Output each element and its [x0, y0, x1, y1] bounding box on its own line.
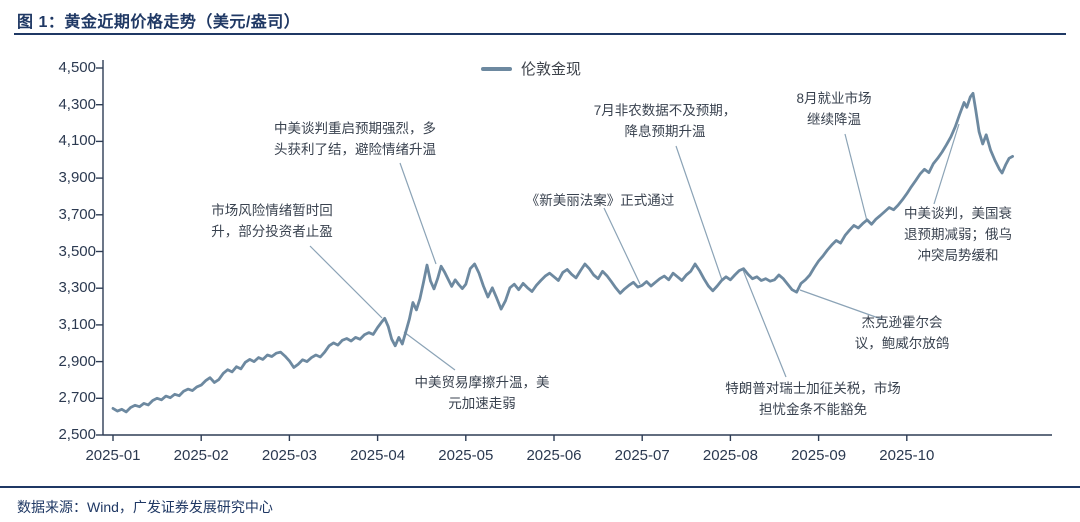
y-axis-label: 4,300 — [58, 95, 96, 113]
annotation-leader-line — [675, 145, 723, 281]
annotation: 《新美丽法案》正式通过 — [520, 190, 680, 211]
annotation: 市场风险情绪暂时回 升，部分投资者止盈 — [207, 200, 337, 242]
annotation-leader-line — [603, 207, 641, 285]
y-axis-label: 3,100 — [58, 315, 96, 333]
x-axis-label: 2025-05 — [438, 447, 494, 464]
x-axis-label: 2025-01 — [85, 447, 141, 464]
annotation-line: 特朗普对瑞士加征关税，市场 — [725, 381, 901, 396]
figure-title: 图 1：黄金近期价格走势（美元/盎司） — [17, 14, 301, 31]
x-axis-label: 2025-08 — [702, 447, 758, 464]
price-line — [111, 91, 1014, 414]
x-axis-label: 2025-10 — [879, 447, 935, 464]
annotation: 中美谈判，美国衰 退预期减弱；俄乌 冲突局势缓和 — [900, 203, 1016, 266]
x-axis-label: 2025-06 — [526, 447, 582, 464]
annotation-line: 冲突局势缓和 — [917, 248, 999, 263]
annotation-line: 降息预期升温 — [624, 124, 706, 139]
y-axis-label: 2,700 — [58, 389, 96, 407]
annotation: 中美贸易摩擦升温，美 元加速走弱 — [412, 372, 552, 414]
annotation: 杰克逊霍尔会 议，鲍威尔放鸽 — [852, 312, 952, 354]
y-axis-label: 4,500 — [58, 59, 96, 76]
annotation: 中美谈判重启预期强烈，多 头获利了结，避险情绪升温 — [270, 118, 440, 160]
y-axis-label: 3,300 — [58, 279, 96, 297]
annotation-line: 议，鲍威尔放鸽 — [854, 336, 950, 351]
annotation-leader-line — [742, 269, 787, 378]
annotation-leader-line — [844, 133, 868, 222]
annotation-line: 继续降温 — [807, 112, 861, 127]
annotation-leader-line — [799, 289, 885, 321]
annotation-line: 中美谈判，美国衰 — [904, 206, 1012, 221]
annotation-leader-line — [309, 245, 383, 319]
annotation: 特朗普对瑞士加征关税，市场 担忧金条不能豁免 — [722, 378, 904, 420]
footer-divider — [0, 486, 1080, 488]
annotation-leader-line — [933, 123, 960, 205]
annotation-line: 市场风险情绪暂时回 — [211, 203, 333, 218]
y-axis-label: 3,500 — [58, 242, 96, 260]
annotation-line: 元加速走弱 — [448, 396, 516, 411]
annotation-line: 升，部分投资者止盈 — [211, 224, 333, 239]
annotation-line: 7月非农数据不及预期， — [593, 103, 737, 118]
annotation-line: 中美谈判重启预期强烈，多 — [274, 121, 436, 136]
y-axis-label: 3,900 — [58, 169, 96, 187]
annotation-leader-line — [399, 162, 437, 265]
y-axis-label: 2,500 — [58, 426, 96, 443]
annotation-leader-line — [403, 331, 456, 371]
data-source: 数据来源：Wind，广发证券发展研究中心 — [17, 499, 273, 515]
x-axis-label: 2025-03 — [261, 447, 317, 464]
annotation-line: 8月就业市场 — [796, 91, 872, 106]
legend-line-swatch — [481, 66, 512, 71]
annotation-line: 杰克逊霍尔会 — [861, 315, 943, 330]
annotation-line: 中美贸易摩擦升温，美 — [414, 375, 550, 390]
annotation-line: 头获利了结，避险情绪升温 — [274, 142, 436, 157]
y-axis-label: 4,100 — [58, 132, 96, 150]
annotation: 8月就业市场 继续降温 — [786, 88, 882, 130]
annotation-line: 退预期减弱；俄乌 — [904, 227, 1012, 242]
y-axis-label: 3,700 — [58, 205, 96, 223]
x-axis-label: 2025-07 — [614, 447, 670, 464]
y-axis-label: 2,900 — [58, 352, 96, 370]
chart-legend: 伦敦金现 — [481, 58, 581, 79]
x-axis-label: 2025-02 — [173, 447, 229, 464]
title-divider — [14, 33, 1066, 35]
legend-series-label: 伦敦金现 — [521, 61, 582, 78]
annotation: 7月非农数据不及预期， 降息预期升温 — [590, 100, 740, 142]
x-axis-label: 2025-04 — [350, 447, 406, 464]
x-axis-label: 2025-09 — [791, 447, 847, 464]
annotation-line: 担忧金条不能豁免 — [759, 402, 867, 417]
annotation-line: 《新美丽法案》正式通过 — [525, 193, 675, 208]
